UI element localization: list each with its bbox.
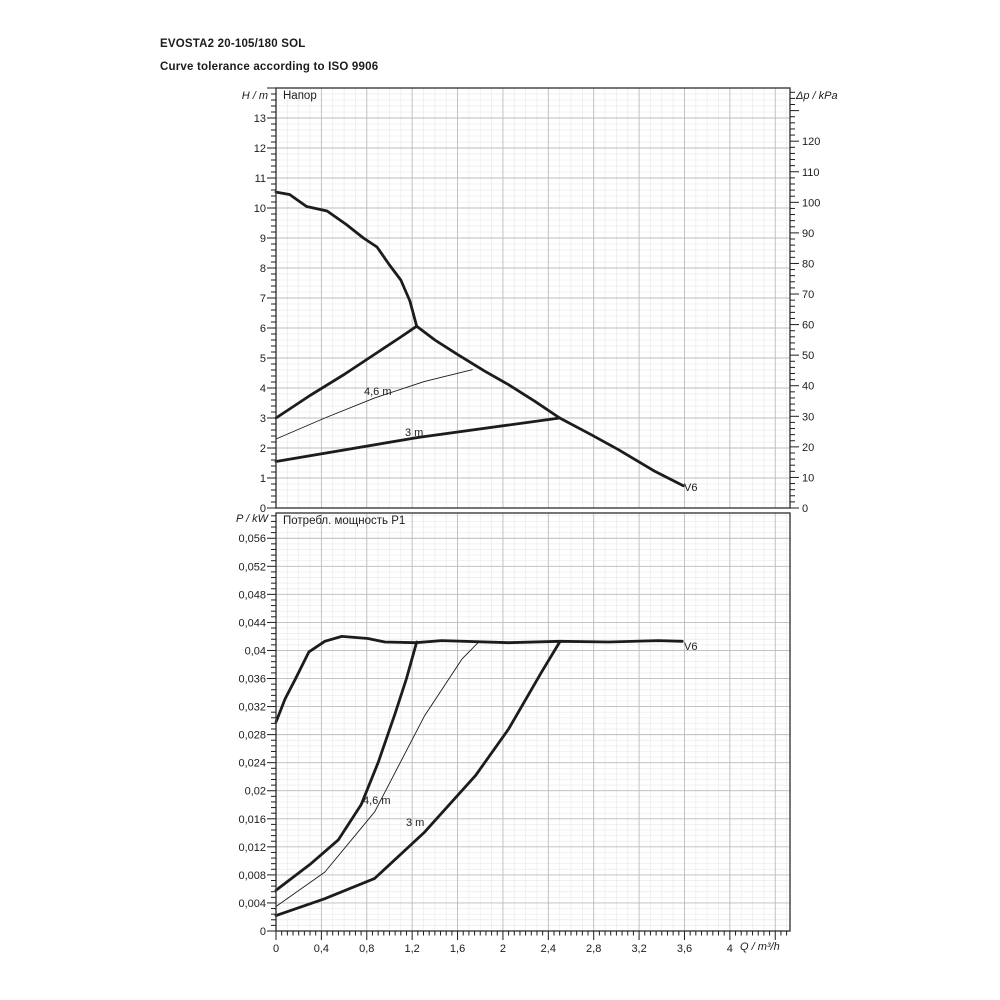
y-tick-label: 0 (260, 503, 266, 515)
head-curve-label-v6: V6 (684, 482, 698, 494)
y-right-tick-label: 60 (802, 320, 814, 332)
y-tick-label: 0,048 (238, 589, 266, 601)
y-tick-label: 0,012 (238, 842, 266, 854)
curve-constant-4-6m-head (275, 369, 473, 440)
y-right-tick-label: 30 (802, 411, 814, 423)
y-tick-label: 0,036 (238, 674, 266, 686)
x-tick-label: 3,2 (631, 943, 646, 955)
y-tick-label: 11 (255, 173, 266, 185)
curve-proportional-pressure-max-power (274, 640, 419, 892)
y-tick-label: 8 (260, 263, 266, 275)
x-tick-label: 1,2 (405, 943, 420, 955)
y-tick-label: 0,052 (238, 561, 266, 573)
x-tick-label: 0,8 (359, 943, 374, 955)
y-tick-label: 0 (260, 926, 266, 938)
y-tick-label: 0,016 (238, 814, 266, 826)
power-chart-title: Потребл. мощность P1 (283, 515, 406, 527)
y-tick-label: 4 (260, 383, 266, 395)
y-right-tick-label: 10 (802, 472, 814, 484)
y-right-tick-label: 110 (802, 167, 820, 179)
x-tick-label: 4 (727, 943, 733, 955)
y-tick-label: 0,04 (245, 645, 266, 657)
head-chart-title: Напор (283, 90, 317, 102)
y-tick-label: 0,024 (238, 758, 266, 770)
curve-v6-max-speed-power (274, 635, 684, 724)
y-right-tick-label: 70 (802, 289, 814, 301)
y-tick-label: 13 (254, 113, 266, 125)
y-tick-label: 6 (260, 323, 266, 335)
y-tick-label: 1 (260, 473, 266, 485)
y-tick-label: 7 (260, 293, 266, 305)
x-tick-label: 3,6 (677, 943, 692, 955)
y-right-tick-label: 100 (802, 197, 820, 209)
x-tick-label: 0 (273, 943, 279, 955)
power-curve-label-v6: V6 (684, 641, 698, 653)
y-right-tick-label: 0 (802, 503, 808, 515)
page-title: EVOSTA2 20-105/180 SOL (160, 38, 306, 50)
power-y-axis-unit: P / kW (236, 513, 268, 525)
y-right-tick-label: 120 (802, 136, 820, 148)
y-tick-label: 12 (254, 143, 266, 155)
y-tick-label: 0,028 (238, 730, 266, 742)
page-subtitle: Curve tolerance according to ISO 9906 (160, 61, 379, 73)
head-y-left-axis-unit: H / m (241, 90, 268, 102)
head-curve-label-3m: 3 m (405, 427, 424, 439)
y-right-tick-label: 50 (802, 350, 814, 362)
y-tick-label: 2 (260, 443, 266, 455)
curve-proportional-pressure-max-head (274, 324, 419, 420)
y-tick-label: 0,056 (238, 533, 266, 545)
head-curve-label-4-6m: 4,6 m (364, 386, 392, 398)
y-tick-label: 0,02 (245, 786, 266, 798)
y-tick-label: 0,008 (238, 870, 266, 882)
flow-x-axis-unit: Q / m³/h (740, 941, 780, 953)
power-curve-label-3m: 3 m (406, 817, 425, 829)
y-tick-label: 5 (260, 353, 266, 365)
x-tick-label: 1,6 (450, 943, 465, 955)
chart-frame (275, 512, 791, 932)
curve-constant-4-6m-power (275, 642, 479, 907)
y-tick-label: 10 (254, 203, 266, 215)
power-curve-label-4-6m: 4,6 m (363, 795, 391, 807)
x-tick-label: 0,4 (314, 943, 329, 955)
curve-constant-3m-head (274, 416, 562, 463)
x-tick-label: 2,8 (586, 943, 601, 955)
y-tick-label: 3 (260, 413, 266, 425)
x-tick-label: 2,4 (541, 943, 556, 955)
y-tick-label: 0,044 (238, 617, 266, 629)
y-tick-label: 9 (260, 233, 266, 245)
y-right-tick-label: 80 (802, 258, 814, 270)
y-right-tick-label: 40 (802, 381, 814, 393)
y-tick-label: 0,032 (238, 702, 266, 714)
y-right-tick-label: 90 (802, 228, 814, 240)
head-y-right-axis-unit: Δp / kPa (796, 90, 838, 102)
y-tick-label: 0,004 (238, 898, 266, 910)
curve-constant-3m-power (274, 640, 562, 917)
y-right-tick-label: 20 (802, 442, 814, 454)
x-tick-label: 2 (500, 943, 506, 955)
